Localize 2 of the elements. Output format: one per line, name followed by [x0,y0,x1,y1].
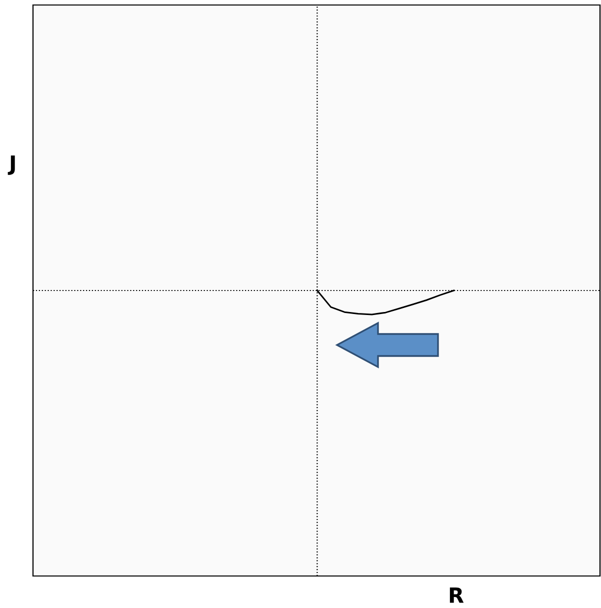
text: J [8,156,15,175]
text: R [450,588,464,603]
